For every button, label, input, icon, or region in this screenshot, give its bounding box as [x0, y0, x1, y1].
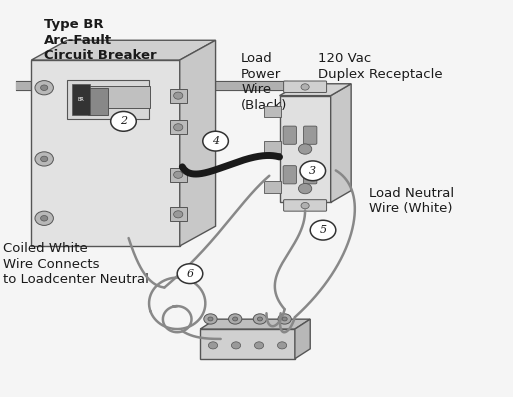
FancyBboxPatch shape — [284, 200, 327, 211]
Polygon shape — [31, 60, 180, 246]
Circle shape — [299, 183, 312, 194]
FancyBboxPatch shape — [283, 166, 297, 184]
Circle shape — [173, 171, 183, 178]
Polygon shape — [31, 40, 215, 60]
FancyBboxPatch shape — [304, 126, 317, 144]
Text: 6: 6 — [186, 269, 193, 279]
Circle shape — [173, 211, 183, 218]
Polygon shape — [200, 329, 295, 359]
Text: 2: 2 — [120, 116, 127, 126]
Text: 120 Vac
Duplex Receptacle: 120 Vac Duplex Receptacle — [318, 52, 443, 81]
Text: 4: 4 — [212, 136, 219, 146]
Circle shape — [204, 314, 217, 324]
Circle shape — [203, 131, 228, 151]
Polygon shape — [200, 319, 310, 329]
Text: Load
Power
Wire
(Black): Load Power Wire (Black) — [241, 52, 287, 112]
Polygon shape — [280, 96, 331, 202]
FancyBboxPatch shape — [169, 120, 187, 135]
Circle shape — [41, 85, 48, 91]
FancyBboxPatch shape — [284, 81, 327, 93]
Circle shape — [35, 81, 53, 95]
Circle shape — [228, 314, 242, 324]
FancyBboxPatch shape — [89, 86, 150, 108]
Circle shape — [173, 92, 183, 99]
Circle shape — [278, 342, 287, 349]
Circle shape — [41, 156, 48, 162]
Polygon shape — [331, 84, 351, 202]
FancyBboxPatch shape — [88, 88, 108, 116]
Circle shape — [231, 342, 241, 349]
Circle shape — [41, 216, 48, 221]
Circle shape — [173, 124, 183, 131]
Text: BR: BR — [77, 97, 85, 102]
Circle shape — [177, 264, 203, 283]
Polygon shape — [295, 319, 310, 359]
FancyBboxPatch shape — [67, 80, 149, 119]
Text: 3: 3 — [309, 166, 317, 176]
Polygon shape — [280, 84, 351, 96]
Circle shape — [258, 317, 263, 321]
FancyBboxPatch shape — [72, 84, 90, 116]
FancyBboxPatch shape — [264, 141, 281, 153]
Circle shape — [301, 202, 309, 209]
Circle shape — [208, 317, 213, 321]
Circle shape — [278, 314, 291, 324]
Polygon shape — [180, 40, 215, 246]
Circle shape — [301, 84, 309, 90]
FancyBboxPatch shape — [264, 181, 281, 193]
Text: Load Neutral
Wire (White): Load Neutral Wire (White) — [369, 187, 454, 215]
Circle shape — [310, 220, 336, 240]
Text: 5: 5 — [320, 225, 327, 235]
Circle shape — [232, 317, 238, 321]
FancyBboxPatch shape — [283, 126, 297, 144]
Circle shape — [300, 161, 326, 181]
Text: Type BR
Arc-Fault
Circuit Breaker: Type BR Arc-Fault Circuit Breaker — [44, 19, 157, 62]
Circle shape — [282, 317, 287, 321]
FancyBboxPatch shape — [264, 106, 281, 118]
Circle shape — [253, 314, 267, 324]
FancyBboxPatch shape — [304, 166, 317, 184]
Circle shape — [254, 342, 264, 349]
Circle shape — [208, 342, 218, 349]
Circle shape — [35, 211, 53, 225]
FancyBboxPatch shape — [169, 168, 187, 182]
Circle shape — [299, 144, 312, 154]
Text: Coiled White
Wire Connects
to Loadcenter Neutral: Coiled White Wire Connects to Loadcenter… — [3, 242, 149, 286]
Circle shape — [111, 112, 136, 131]
FancyBboxPatch shape — [169, 89, 187, 103]
Circle shape — [35, 152, 53, 166]
FancyBboxPatch shape — [169, 207, 187, 222]
